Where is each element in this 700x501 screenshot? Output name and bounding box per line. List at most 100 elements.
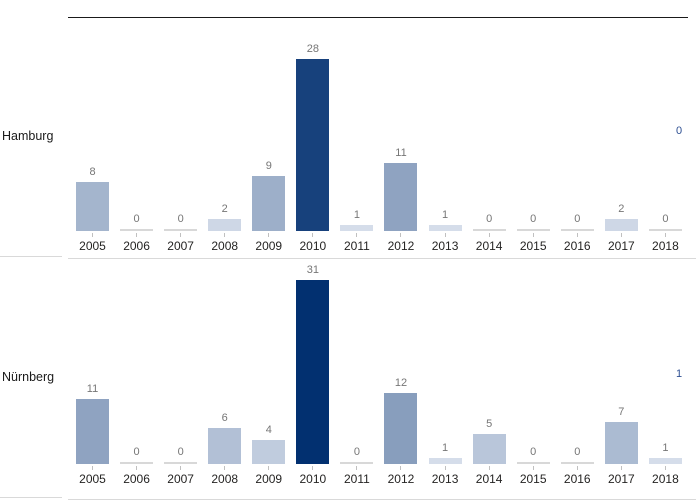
bar-value-label: 31: [306, 264, 319, 277]
x-axis-label: 2012: [387, 472, 415, 486]
x-axis-label: 2006: [123, 472, 150, 486]
x-axis-label: 2016: [563, 472, 591, 486]
row-label-nuernberg: Nürnberg: [2, 370, 55, 384]
axis-tick: [180, 466, 182, 470]
bar-Hamburg-2012[interactable]: [384, 163, 418, 231]
bar-Nürnberg-2009[interactable]: [252, 440, 286, 464]
x-axis-label: 2013: [431, 239, 459, 253]
axis-tick: [488, 233, 490, 237]
x-axis-label: 2017: [607, 472, 635, 486]
x-axis-label: 2006: [123, 239, 150, 253]
axis-tick: [664, 466, 666, 470]
axis-tick: [136, 466, 138, 470]
bar-Nürnberg-2011[interactable]: [340, 462, 374, 464]
bar-value-label: 11: [395, 147, 407, 160]
bar-value-label: 7: [618, 406, 625, 419]
bar-value-label: 9: [265, 159, 272, 172]
axis-tick: [136, 233, 138, 237]
bar-value-label: 12: [394, 376, 408, 389]
right-row-label-0: 0: [676, 125, 683, 137]
x-axis-label: 2009: [255, 472, 283, 486]
bar-value-label: 5: [486, 418, 493, 431]
axis-tick: [92, 466, 93, 470]
bar-Hamburg-2009[interactable]: [252, 175, 286, 231]
axis-tick: [312, 233, 314, 237]
bar-Nürnberg-2013[interactable]: [428, 458, 462, 464]
bar-value-label: 0: [486, 213, 493, 225]
bar-value-label: 0: [530, 213, 537, 225]
bar-Nürnberg-2008[interactable]: [208, 428, 242, 464]
bar-value-label: 11: [86, 382, 99, 395]
bar-value-label: 0: [574, 213, 581, 225]
bar-Nürnberg-2007[interactable]: [164, 462, 198, 464]
bar-Hamburg-2006[interactable]: [120, 229, 154, 231]
bar-Hamburg-2013[interactable]: [428, 224, 462, 231]
bar-Hamburg-2008[interactable]: [208, 218, 242, 231]
x-axis-label: 2014: [475, 472, 503, 486]
axis-tick: [488, 466, 490, 470]
x-axis-label: 2015: [519, 239, 547, 253]
row-separator: [68, 258, 696, 259]
x-axis-label: 2014: [475, 239, 503, 253]
axis-tick: [356, 233, 358, 237]
axis-tick: [356, 466, 358, 470]
bar-Nürnberg-2012[interactable]: [384, 392, 418, 464]
bar-Hamburg-2016[interactable]: [560, 229, 594, 231]
bar-value-label: 0: [574, 446, 581, 458]
x-axis-label: 2005: [79, 472, 106, 486]
bar-Hamburg-2005[interactable]: [76, 181, 109, 231]
bar-Nürnberg-2006[interactable]: [120, 462, 154, 464]
axis-tick: [444, 466, 446, 470]
bar-Nürnberg-2014[interactable]: [472, 434, 506, 464]
x-axis-label: 2015: [519, 472, 547, 486]
bar-Nürnberg-2016[interactable]: [560, 462, 594, 464]
bar-Hamburg-2015[interactable]: [516, 229, 550, 231]
bar-value-label: 1: [441, 442, 449, 455]
bar-Nürnberg-2015[interactable]: [516, 462, 550, 464]
axis-tick: [532, 466, 534, 470]
x-axis-label: 2012: [387, 239, 415, 253]
x-axis-label: 2008: [211, 239, 239, 253]
bar-Nürnberg-2017[interactable]: [604, 422, 638, 464]
x-axis-label: 2013: [431, 472, 459, 486]
x-axis-label: 2005: [79, 239, 106, 253]
bar-value-label: 1: [353, 208, 360, 221]
x-axis-label: 2010: [299, 239, 327, 253]
right-row-label-1: 1: [676, 368, 683, 380]
x-axis-label: 2007: [167, 472, 194, 486]
axis-tick: [92, 233, 93, 237]
bar-value-label: 0: [177, 446, 184, 458]
axis-tick: [268, 466, 270, 470]
bar-value-label: 0: [177, 213, 184, 225]
axis-tick: [400, 466, 402, 470]
bar-value-label: 1: [662, 442, 669, 455]
axis-tick: [576, 233, 578, 237]
bar-Hamburg-2018[interactable]: [648, 229, 682, 231]
bar-value-label: 1: [441, 208, 449, 221]
x-axis-label: 2017: [607, 239, 635, 253]
bar-Nürnberg-2018[interactable]: [648, 458, 682, 464]
bar-value-label: 8: [89, 165, 96, 178]
bar-Hamburg-2010[interactable]: [296, 58, 330, 231]
bar-Hamburg-2011[interactable]: [340, 224, 374, 231]
bar-Nürnberg-2010[interactable]: [296, 280, 330, 464]
header-divider: [68, 17, 688, 18]
bar-value-label: 0: [133, 213, 140, 225]
bar-value-label: 0: [530, 446, 537, 458]
bar-Hamburg-2017[interactable]: [604, 218, 638, 231]
bar-Nürnberg-2005[interactable]: [76, 398, 109, 464]
row-separator-label-column: [0, 256, 62, 257]
x-axis-label: 2011: [344, 239, 370, 253]
axis-tick: [444, 233, 446, 237]
bar-value-label: 0: [353, 446, 360, 458]
bar-Hamburg-2014[interactable]: [472, 229, 506, 231]
bar-Hamburg-2007[interactable]: [164, 229, 198, 231]
axis-tick: [400, 233, 402, 237]
x-axis-label: 2008: [211, 472, 239, 486]
axis-tick: [224, 466, 226, 470]
x-axis-label: 2009: [255, 239, 283, 253]
axis-tick: [620, 466, 622, 470]
x-axis-label: 2010: [299, 472, 327, 486]
x-axis-label: 2007: [167, 239, 194, 253]
axis-tick: [576, 466, 578, 470]
